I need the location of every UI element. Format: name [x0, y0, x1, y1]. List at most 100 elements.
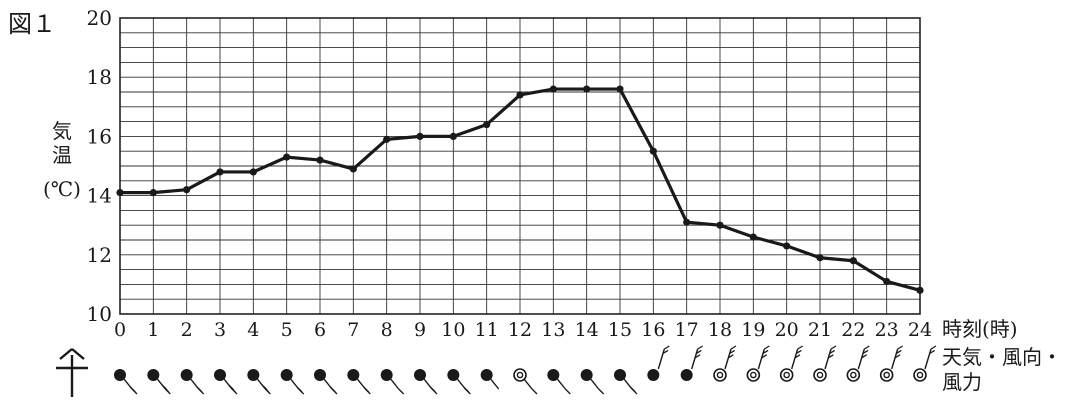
rain-icon	[547, 369, 560, 381]
data-point	[716, 221, 724, 229]
y-axis-label-line-1: 気	[52, 119, 72, 143]
x-tick-label: 21	[808, 319, 832, 341]
cloudy-icon	[913, 368, 927, 382]
wind-barb	[797, 345, 804, 350]
data-point	[916, 286, 924, 294]
cloudy-icon-inner	[516, 371, 524, 379]
cloudy-icon-inner	[850, 371, 857, 379]
wind-barb	[398, 388, 405, 395]
cloudy-icon-inner	[883, 371, 890, 379]
wind-barb	[663, 345, 670, 350]
cloudy-icon-inner	[783, 371, 790, 379]
wind-barb	[729, 349, 736, 354]
cloudy-icon	[746, 368, 761, 382]
chart-grid	[119, 17, 921, 315]
x-tick-label: 14	[575, 319, 599, 341]
rain-icon	[114, 369, 126, 381]
data-point	[816, 254, 824, 262]
x-tick-label: 19	[741, 319, 765, 341]
wind-barb	[598, 388, 605, 395]
x-tick-label: 2	[181, 319, 193, 341]
x-tick-labels: 0 1 2 3 4 5 6 7 8 9 10 11 12 13 14 15 16 17 18 19 20 21 22 23 24	[114, 319, 932, 341]
y-tick-label: 20	[87, 6, 112, 30]
weather-symbol	[214, 369, 238, 395]
cloudy-icon-inner	[816, 371, 824, 379]
wind-barb	[662, 349, 669, 354]
x-tick-label: 22	[841, 319, 865, 341]
data-point	[516, 91, 524, 99]
wind-barb	[629, 386, 636, 393]
wind-barb	[861, 354, 868, 359]
wind-shaft	[657, 348, 666, 370]
data-point	[183, 186, 191, 194]
data-point	[616, 85, 624, 93]
data-point	[416, 132, 424, 140]
wind-barb	[296, 386, 303, 393]
wind-barb	[862, 349, 869, 354]
data-point	[116, 189, 124, 197]
weather-symbol	[879, 345, 904, 382]
wind-barb	[363, 386, 370, 393]
weather-symbol	[347, 369, 371, 395]
data-point	[483, 120, 491, 129]
wind-shaft	[790, 348, 799, 370]
y-axis-label-line-2: 温	[52, 143, 72, 167]
wind-shaft	[857, 348, 866, 370]
weather-symbol	[414, 369, 438, 395]
cloudy-icon-inner	[916, 371, 924, 379]
weather-symbol	[247, 369, 271, 395]
data-point	[316, 156, 324, 164]
rain-icon	[247, 369, 260, 381]
x-tick-label: 23	[875, 319, 899, 341]
rain-icon	[180, 369, 193, 381]
rain-icon	[314, 369, 326, 381]
y-axis-label-line-3: (℃)	[43, 177, 81, 201]
wind-barb	[930, 345, 937, 350]
wind-barb	[564, 388, 571, 395]
wind-shaft	[390, 378, 400, 390]
y-tick-label: 12	[87, 243, 112, 267]
x-tick-label: 17	[675, 319, 699, 341]
rain-icon	[147, 369, 160, 381]
y-axis-label: 気 温 (℃)	[43, 119, 81, 201]
x-tick-label: 18	[708, 319, 732, 341]
rain-icon	[680, 369, 693, 381]
y-tick-label: 10	[87, 302, 112, 326]
weather-symbol	[614, 369, 638, 395]
data-point	[783, 242, 791, 250]
x-tick-label: 0	[114, 319, 126, 341]
data-point	[149, 189, 157, 197]
y-tick-label: 14	[87, 184, 112, 208]
cloudy-icon-inner	[716, 371, 724, 379]
data-point	[683, 218, 691, 226]
rain-icon	[647, 369, 660, 381]
cloudy-icon	[779, 368, 794, 382]
x-tick-label: 16	[641, 319, 665, 341]
wind-barb	[863, 345, 870, 350]
weather-symbol	[114, 369, 138, 395]
data-point	[749, 233, 757, 241]
weather-symbol	[280, 369, 305, 395]
wind-barb	[261, 384, 268, 391]
wind-barb	[929, 349, 936, 354]
wind-shaft	[523, 378, 533, 390]
wind-barb	[894, 354, 901, 359]
weather-symbol	[480, 369, 500, 390]
wind-shaft	[556, 378, 566, 390]
data-point	[583, 85, 591, 93]
data-point	[849, 257, 857, 265]
wind-barb	[761, 354, 768, 359]
weather-symbol-row	[114, 345, 937, 395]
wind-barb	[897, 345, 904, 350]
wind-barb	[228, 384, 234, 391]
weather-symbol	[846, 345, 870, 382]
wind-barb	[763, 345, 770, 350]
data-point	[883, 277, 891, 286]
wind-barb	[429, 386, 436, 393]
rain-icon	[447, 369, 460, 381]
wind-barb	[697, 345, 704, 350]
wind-shaft	[724, 348, 732, 370]
weather-symbol	[779, 345, 804, 382]
wind-barb	[828, 354, 834, 359]
weather-row-label-line-2: 風力	[942, 370, 982, 394]
